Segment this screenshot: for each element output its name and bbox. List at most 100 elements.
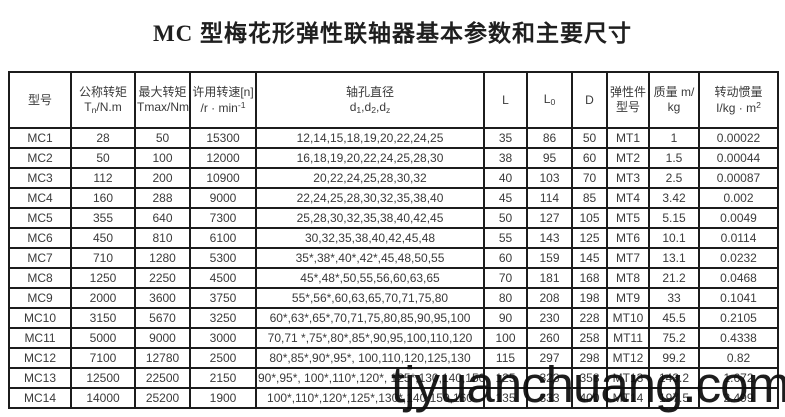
cell-model: MC14 (8, 387, 72, 409)
cell-nominal-torque: 50 (70, 147, 136, 169)
cell-L0: 86 (526, 127, 573, 149)
cell-bore-diameter: 22,24,25,28,30,32,35,38,40 (255, 187, 485, 209)
cell-mass: 2.5 (648, 167, 700, 189)
cell-mass: 3.42 (648, 187, 700, 209)
cell-D: 400 (571, 387, 608, 409)
table-row: MC2 50 100 12000 16,18,19,20,22,24,25,28,30 3… (8, 147, 779, 169)
col-header-inertia: 转动惯量 I/kg · m2 (698, 71, 779, 129)
cell-elastic-element: MT5 (606, 207, 650, 229)
cell-allowable-speed: 2500 (189, 347, 257, 369)
cell-L0: 95 (526, 147, 573, 169)
cell-mass: 33 (648, 287, 700, 309)
cell-allowable-speed: 7300 (189, 207, 257, 229)
cell-allowable-speed: 5300 (189, 247, 257, 269)
cell-model: MC1 (8, 127, 72, 149)
cell-L0: 333 (526, 387, 573, 409)
table-row: MC7 710 1280 5300 35*,38*,40*,42*,45,48,50,5… (8, 247, 779, 269)
cell-L: 50 (483, 207, 528, 229)
cell-allowable-speed: 3250 (189, 307, 257, 329)
cell-inertia: 1.672 (698, 367, 779, 389)
cell-elastic-element: MT4 (606, 187, 650, 209)
cell-inertia: 0.00044 (698, 147, 779, 169)
cell-inertia: 0.0232 (698, 247, 779, 269)
cell-nominal-torque: 355 (70, 207, 136, 229)
col-header-elastic-element: 弹性件 型号 (606, 71, 650, 129)
table-row: MC5 355 640 7300 25,28,30,32,35,38,40,42,45 5… (8, 207, 779, 229)
cell-D: 125 (571, 227, 608, 249)
cell-L: 115 (483, 347, 528, 369)
cell-elastic-element: MT10 (606, 307, 650, 329)
cell-inertia: 0.1041 (698, 287, 779, 309)
page-title: MC 型梅花形弹性联轴器基本参数和主要尺寸 (152, 21, 633, 46)
cell-allowable-speed: 12000 (189, 147, 257, 169)
cell-inertia: 0.0468 (698, 267, 779, 289)
cell-L0: 208 (526, 287, 573, 309)
cell-bore-diameter: 12,14,15,18,19,20,22,24,25 (255, 127, 485, 149)
cell-D: 105 (571, 207, 608, 229)
cell-L0: 181 (526, 267, 573, 289)
col-header-bore-diameter: 轴孔直径 d1,d2,dz (255, 71, 485, 129)
cell-max-torque: 50 (134, 127, 191, 149)
cell-L: 35 (483, 127, 528, 149)
cell-model: MC3 (8, 167, 72, 189)
cell-nominal-torque: 28 (70, 127, 136, 149)
col-header-model: 型号 (8, 71, 72, 129)
cell-inertia: 2.499 (698, 387, 779, 409)
cell-elastic-element: MT3 (606, 167, 650, 189)
table-row: MC8 1250 2250 4500 45*,48*,50,55,56,60,63,65… (8, 267, 779, 289)
cell-mass: 10.1 (648, 227, 700, 249)
cell-model: MC12 (8, 347, 72, 369)
cell-model: MC2 (8, 147, 72, 169)
cell-L: 55 (483, 227, 528, 249)
cell-mass: 45.5 (648, 307, 700, 329)
cell-mass: 1.5 (648, 147, 700, 169)
cell-L: 40 (483, 167, 528, 189)
cell-nominal-torque: 112 (70, 167, 136, 189)
cell-allowable-speed: 3000 (189, 327, 257, 349)
cell-L0: 114 (526, 187, 573, 209)
cell-elastic-element: MT6 (606, 227, 650, 249)
cell-inertia: 0.00022 (698, 127, 779, 149)
cell-model: MC10 (8, 307, 72, 329)
cell-nominal-torque: 710 (70, 247, 136, 269)
cell-nominal-torque: 7100 (70, 347, 136, 369)
cell-D: 298 (571, 347, 608, 369)
table-row: MC6 450 810 6100 30,32,35,38,40,42,45,48 55 14… (8, 227, 779, 249)
cell-L: 80 (483, 287, 528, 309)
cell-L0: 127 (526, 207, 573, 229)
cell-max-torque: 1280 (134, 247, 191, 269)
cell-L: 38 (483, 147, 528, 169)
table-body: MC1 28 50 15300 12,14,15,18,19,20,22,24,25 35… (8, 127, 779, 409)
header-row: 型号 公称转矩 Tn/N.m 最大转矩 Tmax/Nm 许用转速[n]/r · min-1… (8, 71, 779, 129)
cell-model: MC13 (8, 367, 72, 389)
cell-L: 70 (483, 267, 528, 289)
cell-inertia: 0.4338 (698, 327, 779, 349)
cell-D: 70 (571, 167, 608, 189)
cell-mass: 1 (648, 127, 700, 149)
cell-nominal-torque: 160 (70, 187, 136, 209)
cell-allowable-speed: 4500 (189, 267, 257, 289)
cell-inertia: 0.82 (698, 347, 779, 369)
col-header-mass: 质量 m/kg (648, 71, 700, 129)
table-row: MC4 160 288 9000 22,24,25,28,30,32,35,38,40 4… (8, 187, 779, 209)
cell-max-torque: 100 (134, 147, 191, 169)
cell-max-torque: 640 (134, 207, 191, 229)
cell-elastic-element: MT2 (606, 147, 650, 169)
cell-bore-diameter: 30,32,35,38,40,42,45,48 (255, 227, 485, 249)
cell-mass: 21.2 (648, 267, 700, 289)
cell-model: MC6 (8, 227, 72, 249)
cell-L: 45 (483, 187, 528, 209)
table-row: MC9 2000 3600 3750 55*,56*,60,63,65,70,71,75… (8, 287, 779, 309)
cell-bore-diameter: 16,18,19,20,22,24,25,28,30 (255, 147, 485, 169)
cell-D: 60 (571, 147, 608, 169)
cell-elastic-element: MT13 (606, 367, 650, 389)
cell-L0: 159 (526, 247, 573, 269)
cell-max-torque: 12780 (134, 347, 191, 369)
cell-bore-diameter: 25,28,30,32,35,38,40,42,45 (255, 207, 485, 229)
cell-inertia: 0.0049 (698, 207, 779, 229)
cell-model: MC9 (8, 287, 72, 309)
col-header-max-torque: 最大转矩 Tmax/Nm (134, 71, 191, 129)
cell-L: 100 (483, 327, 528, 349)
cell-elastic-element: MT7 (606, 247, 650, 269)
cell-elastic-element: MT14 (606, 387, 650, 409)
